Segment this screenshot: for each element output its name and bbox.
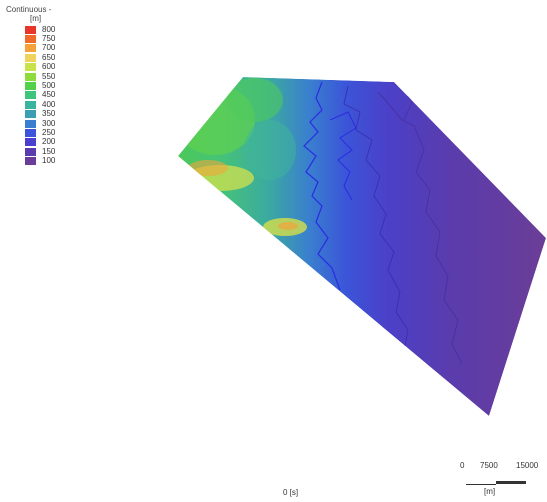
- legend-swatch: [25, 119, 36, 128]
- highland-patch: [188, 160, 228, 176]
- legend-label: 750: [42, 34, 56, 44]
- legend-swatch: [25, 25, 36, 34]
- legend-unit: [m]: [30, 14, 42, 23]
- legend-swatch: [25, 110, 36, 119]
- legend-swatch: [25, 72, 36, 81]
- legend-item: 800: [6, 25, 55, 34]
- legend-label: 400: [42, 99, 56, 109]
- legend-swatch: [25, 91, 36, 100]
- legend-swatch: [25, 100, 36, 109]
- legend-swatch: [25, 82, 36, 91]
- legend-label: 300: [42, 118, 56, 128]
- legend-label: 650: [42, 52, 56, 62]
- legend-item: 550: [6, 72, 55, 81]
- legend-item: 350: [6, 110, 55, 119]
- legend-label: 700: [42, 43, 56, 53]
- legend-item: 100: [6, 156, 56, 166]
- legend-label: 350: [42, 109, 56, 119]
- scale-bar: 0 7500 15000 [m]: [456, 461, 546, 497]
- legend-title: Continuous -: [6, 5, 52, 14]
- contour-line: [303, 81, 341, 291]
- contour-line: [329, 111, 357, 201]
- legend-item: 400: [6, 100, 55, 109]
- contour-line: [377, 91, 463, 365]
- legend-swatch: [25, 157, 36, 166]
- legend-item: 750: [6, 34, 56, 44]
- legend-swatch: [25, 44, 36, 53]
- legend-item: 300: [6, 119, 55, 128]
- legend-label: 150: [42, 146, 56, 156]
- scale-tick-label: 0: [460, 461, 465, 470]
- legend-items: 800 750 700 650 600 550 500 450 400 350 300 250 200 1…: [6, 25, 55, 166]
- legend-label: 550: [42, 71, 56, 81]
- legend-item: 450: [6, 91, 55, 100]
- legend-swatch: [25, 63, 36, 72]
- map-legend: Continuous - [m] 800 750 700 650 600 550 500 45…: [6, 6, 55, 166]
- legend-swatch: [25, 53, 36, 62]
- legend-item: 250: [6, 128, 55, 137]
- legend-label: 600: [42, 62, 56, 72]
- contour-line: [343, 85, 417, 371]
- highland-patch: [244, 120, 296, 180]
- scale-tick-label: 7500: [480, 461, 498, 470]
- time-label: 0 [s]: [283, 488, 299, 497]
- legend-item: 600: [6, 63, 55, 72]
- legend-item: 200: [6, 138, 55, 147]
- legend-label: 100: [42, 156, 56, 166]
- scale-unit: [m]: [484, 487, 496, 496]
- scale-segment-dark: [496, 481, 526, 484]
- legend-label: 250: [42, 127, 56, 137]
- legend-swatch: [25, 128, 36, 137]
- legend-swatch: [25, 138, 36, 147]
- legend-label: 800: [42, 24, 56, 34]
- legend-swatch: [25, 147, 36, 156]
- legend-item: 700: [6, 44, 55, 53]
- highland-patch: [227, 78, 283, 122]
- legend-label: 450: [42, 90, 56, 100]
- legend-item: 650: [6, 53, 55, 62]
- scale-tick-label: 15000: [516, 461, 539, 470]
- scale-segment-light: [466, 481, 496, 485]
- highland-patch: [278, 222, 298, 230]
- legend-swatch: [25, 35, 36, 44]
- legend-item: 150: [6, 147, 55, 156]
- legend-item: 500: [6, 81, 56, 91]
- legend-label: 200: [42, 137, 56, 147]
- legend-label: 500: [42, 81, 56, 91]
